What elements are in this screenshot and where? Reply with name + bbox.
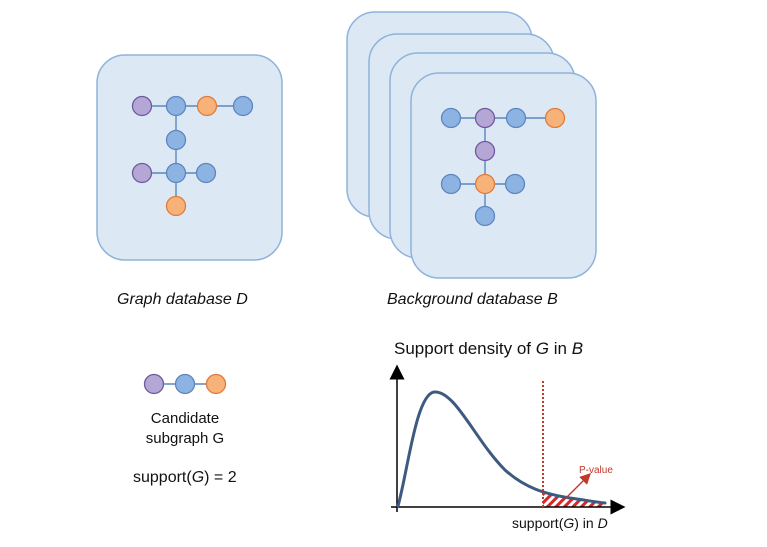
graph-node: [131, 95, 153, 117]
candidate-subgraph: [143, 373, 227, 395]
pvalue-label: P-value: [579, 465, 613, 476]
graph-database-panel: [96, 54, 283, 261]
graph-node: [474, 107, 496, 129]
graph-node: [544, 107, 566, 129]
pvalue-arrow: [565, 473, 591, 499]
background-database-caption: Background database B: [387, 291, 558, 308]
graph-database-caption: Graph database D: [117, 291, 248, 308]
graph-node: [474, 205, 496, 227]
graph-b-nodes: [440, 107, 566, 227]
graph-node: [174, 373, 196, 395]
graph-node: [165, 162, 187, 184]
graph-node: [232, 95, 254, 117]
graph-node: [195, 162, 217, 184]
graph-node: [474, 140, 496, 162]
graph-node: [440, 173, 462, 195]
graph-node: [131, 162, 153, 184]
candidate-support: support(G) = 2: [133, 469, 237, 486]
graph-node: [505, 107, 527, 129]
graph-d-nodes: [131, 95, 254, 217]
x-axis-label: support(G) in D: [512, 515, 608, 531]
graph-node: [474, 173, 496, 195]
graph-node: [165, 95, 187, 117]
graph-node: [165, 129, 187, 151]
graph-node: [440, 107, 462, 129]
graph-node: [504, 173, 526, 195]
density-curve: [396, 390, 607, 508]
graph-node: [196, 95, 218, 117]
density-chart: [389, 364, 626, 515]
graph-node: [205, 373, 227, 395]
background-database-stack: [346, 11, 597, 279]
density-chart-title: Support density of G in B: [394, 339, 584, 358]
graph-node: [165, 195, 187, 217]
candidate-caption: Candidate subgraph G: [130, 409, 240, 449]
candidate-caption-line1: Candidate: [150, 410, 220, 427]
candidate-caption-line2: subgraph G: [145, 430, 225, 447]
background-panel: [410, 72, 597, 279]
graph-node: [143, 373, 165, 395]
